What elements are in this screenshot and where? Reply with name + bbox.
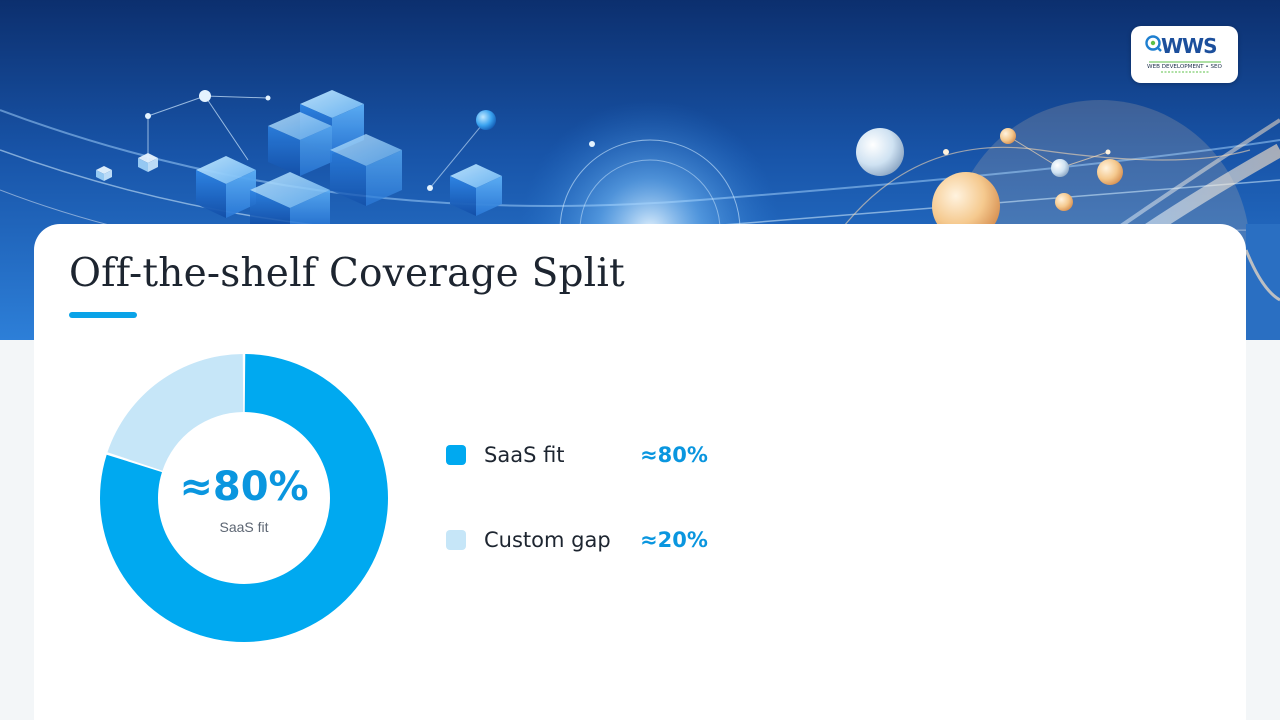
legend-label: SaaS fit bbox=[484, 443, 565, 467]
donut-center-value: ≈80% bbox=[179, 464, 309, 510]
legend-value: ≈20% bbox=[640, 528, 708, 552]
legend-swatch bbox=[446, 530, 466, 550]
logo-tagline: WEB DEVELOPMENT • SEO bbox=[1147, 64, 1222, 70]
legend-item-saas-fit: SaaS fit ≈80% bbox=[446, 440, 766, 470]
legend-item-custom-gap: Custom gap ≈20% bbox=[446, 525, 766, 555]
legend-value: ≈80% bbox=[640, 443, 708, 467]
donut-chart-svg bbox=[100, 354, 389, 642]
donut-slice-saas-fit bbox=[100, 354, 389, 642]
logo-emblem: WWS WEB DEVELOPMENT • SEO bbox=[1145, 34, 1223, 73]
legend-label: Custom gap bbox=[484, 528, 611, 552]
donut-slice-custom-gap bbox=[107, 354, 244, 471]
donut-chart: ≈80% SaaS fit bbox=[96, 350, 392, 646]
content-card: Off-the-shelf Coverage Split ≈80% SaaS f… bbox=[34, 224, 1246, 720]
company-logo[interactable]: WWS WEB DEVELOPMENT • SEO bbox=[1131, 26, 1238, 83]
title-accent-bar bbox=[69, 312, 137, 318]
legend-swatch bbox=[446, 445, 466, 465]
logo-mark-text: WWS bbox=[1161, 34, 1217, 58]
page-title: Off-the-shelf Coverage Split bbox=[69, 251, 625, 296]
donut-center-label: SaaS fit bbox=[219, 519, 269, 535]
